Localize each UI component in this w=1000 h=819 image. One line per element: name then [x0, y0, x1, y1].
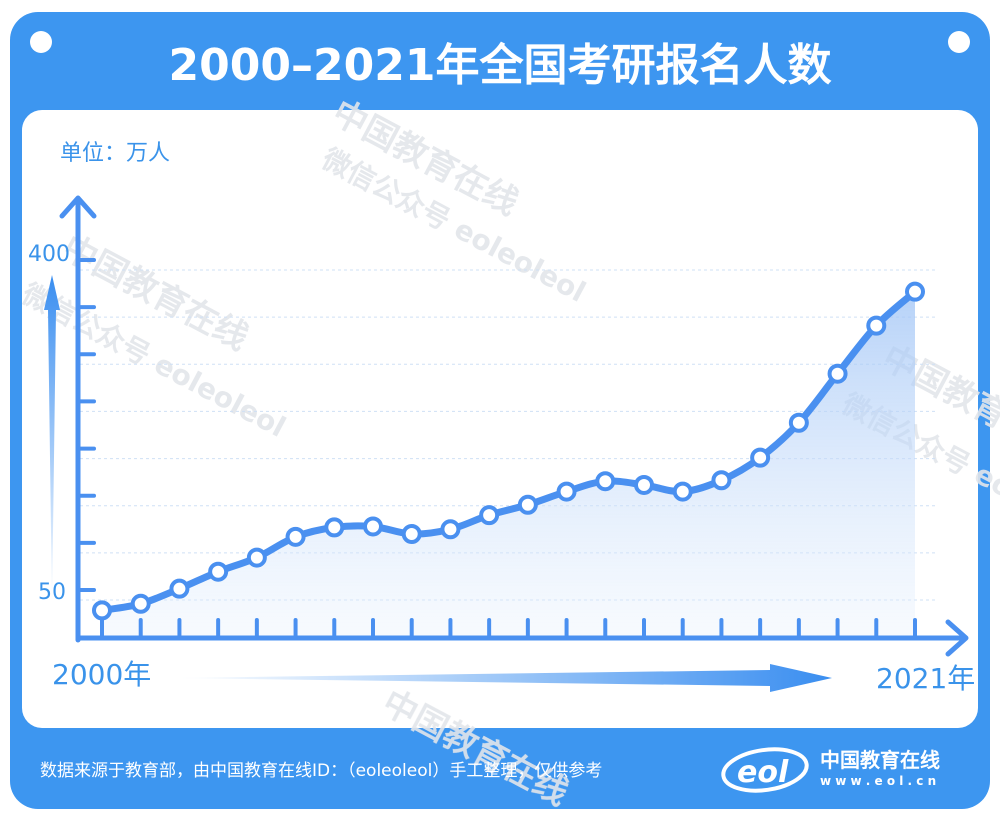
brand-url: w w w . e o l . c n [820, 774, 936, 788]
data-point [246, 547, 267, 568]
x-decor-arrow [175, 664, 832, 692]
data-point [866, 315, 887, 336]
data-point [711, 470, 732, 491]
data-point [479, 505, 500, 526]
data-point [634, 474, 654, 495]
y-tick-label: 400 [28, 242, 70, 267]
x-axis [75, 619, 969, 657]
y-axis-ticks [76, 258, 96, 592]
brand-name: 中国教育在线 [820, 748, 940, 772]
data-point [750, 447, 771, 468]
data-point [595, 471, 616, 492]
y-decor-arrow [44, 275, 60, 605]
data-point [363, 516, 383, 537]
data-point [827, 363, 848, 384]
data-point [401, 524, 422, 544]
frame-dot-right [948, 31, 970, 53]
data-point [208, 561, 229, 582]
data-point [517, 494, 538, 515]
series-markers [92, 281, 925, 621]
data-point [130, 593, 151, 614]
x-label-start: 2000年 [52, 658, 151, 691]
logo-text: eol [737, 755, 789, 790]
data-point [169, 578, 190, 599]
data-point [788, 412, 809, 433]
x-axis-ticks [100, 618, 917, 640]
data-point [92, 600, 112, 621]
y-axis [59, 195, 97, 643]
unit-label: 单位：万人 [60, 141, 170, 166]
source-note: 数据来源于教育部，由中国教育在线ID：（eoleoleol）手工整理，仅供参考 [40, 761, 602, 781]
data-point [324, 517, 345, 538]
data-point [440, 519, 461, 540]
data-point [285, 526, 306, 547]
data-point [556, 481, 577, 502]
data-point [672, 481, 693, 502]
data-point [905, 281, 925, 302]
page-title: 2000–2021年全国考研报名人数 [169, 40, 832, 91]
y-tick-label: 50 [38, 580, 66, 605]
x-label-end: 2021年 [876, 662, 975, 695]
series-line [98, 288, 919, 614]
area-fill [102, 291, 915, 638]
brand-logo: eol 中国教育在线 w w w . e o l . c n [721, 747, 940, 793]
frame-dot-left [30, 31, 52, 53]
logo-swoosh [721, 747, 809, 793]
